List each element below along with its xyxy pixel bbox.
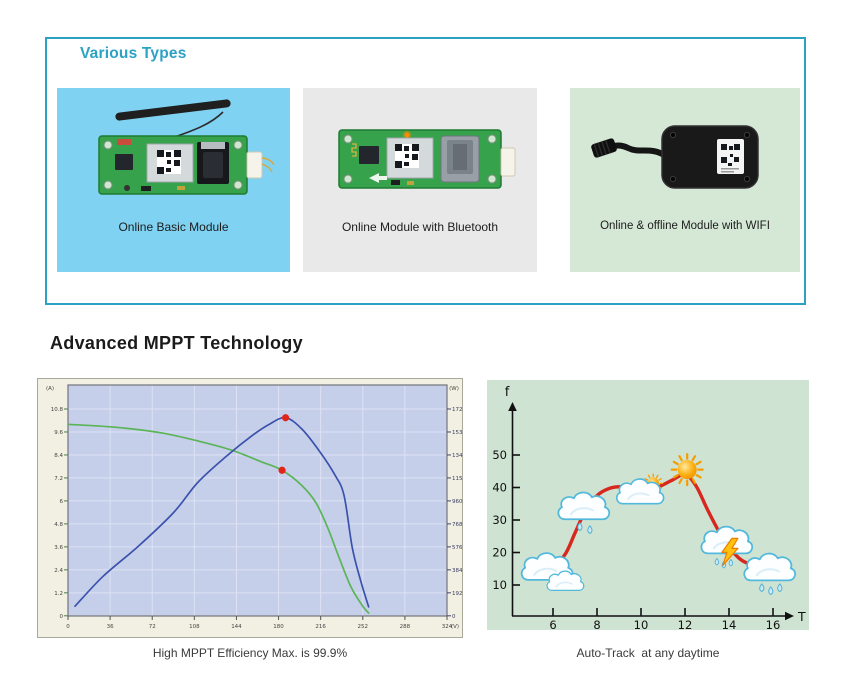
svg-text:252: 252: [358, 624, 369, 630]
gsm-module-with-antenna-image: [98, 99, 275, 195]
svg-text:0: 0: [60, 614, 64, 620]
card-label-basic-module: Online Basic Module: [118, 220, 229, 234]
card-module-with-bluetooth: Online Module with Bluetooth: [303, 88, 537, 272]
svg-text:1344: 1344: [452, 453, 463, 459]
left-chart-caption: High MPPT Efficiency Max. is 99.9%: [152, 646, 348, 660]
mppt-section-title: Advanced MPPT Technology: [50, 333, 303, 353]
svg-text:0: 0: [452, 614, 456, 620]
qr-code: [717, 139, 744, 174]
svg-text:40: 40: [492, 481, 507, 495]
svg-text:1536: 1536: [452, 430, 463, 436]
svg-text:36: 36: [107, 624, 114, 630]
various-types-panel: Various Types: [45, 37, 806, 305]
svg-text:14: 14: [722, 618, 737, 630]
svg-text:1152: 1152: [452, 476, 463, 482]
svg-text:324: 324: [442, 624, 453, 630]
svg-text:(V): (V): [451, 624, 459, 630]
svg-text:3.6: 3.6: [54, 545, 63, 551]
svg-text:6: 6: [60, 499, 64, 505]
svg-text:384: 384: [452, 568, 463, 574]
svg-text:f: f: [505, 385, 510, 400]
svg-text:2.4: 2.4: [54, 568, 63, 574]
svg-text:7.2: 7.2: [54, 476, 63, 482]
wifi-tracker-device-image: [591, 125, 759, 189]
svg-text:960: 960: [452, 499, 463, 505]
card-label-wifi-module: Online & offline Module with WIFI: [600, 220, 770, 232]
svg-text:108: 108: [189, 624, 200, 630]
pcb-board: [98, 135, 275, 195]
svg-text:1728: 1728: [452, 407, 463, 413]
svg-text:144: 144: [231, 624, 242, 630]
svg-text:30: 30: [492, 513, 507, 527]
qr-code: [157, 150, 181, 174]
svg-text:0: 0: [66, 624, 70, 630]
svg-text:12: 12: [678, 618, 693, 630]
svg-text:576: 576: [452, 545, 463, 551]
svg-text:1.2: 1.2: [54, 591, 63, 597]
svg-text:8: 8: [593, 618, 600, 630]
various-types-title: Various Types: [80, 45, 187, 62]
card-online-basic-module: Online Basic Module: [57, 88, 290, 272]
svg-text:180: 180: [273, 624, 284, 630]
qr-code: [395, 144, 419, 168]
svg-text:20: 20: [492, 546, 507, 560]
tracker-device: [591, 125, 759, 189]
svg-text:768: 768: [452, 522, 463, 528]
svg-text:288: 288: [400, 624, 411, 630]
svg-text:4.8: 4.8: [54, 522, 63, 528]
mppt-efficiency-chart: 0 36 72 108 144 180 216 252 288 324 0 1.2 2.4 3.6 4.8 6…: [37, 378, 463, 638]
svg-text:6: 6: [549, 618, 556, 630]
svg-text:10: 10: [634, 618, 649, 630]
svg-text:192: 192: [452, 591, 463, 597]
svg-text:(A): (A): [46, 386, 54, 392]
right-chart-caption: Auto-Track at any daytime: [576, 646, 720, 660]
card-wifi-offline-module: Online & offline Module with WIFI: [570, 88, 800, 272]
svg-text:16: 16: [766, 618, 781, 630]
svg-text:(W): (W): [449, 386, 459, 392]
svg-text:50: 50: [492, 448, 507, 462]
auto-track-chart: f T 10 20 30 40 50 6 8 10 12 14 16: [487, 380, 809, 630]
svg-text:8.4: 8.4: [54, 453, 63, 459]
svg-text:10: 10: [492, 578, 507, 592]
svg-text:10.8: 10.8: [51, 407, 64, 413]
antenna-icon: [115, 99, 231, 141]
svg-text:72: 72: [149, 624, 156, 630]
card-label-bluetooth-module: Online Module with Bluetooth: [341, 220, 499, 234]
svg-text:9.6: 9.6: [54, 430, 63, 436]
bluetooth-module-image: [338, 129, 516, 189]
svg-text:T: T: [797, 609, 806, 624]
svg-text:216: 216: [315, 624, 326, 630]
pcb-board: [338, 129, 516, 189]
